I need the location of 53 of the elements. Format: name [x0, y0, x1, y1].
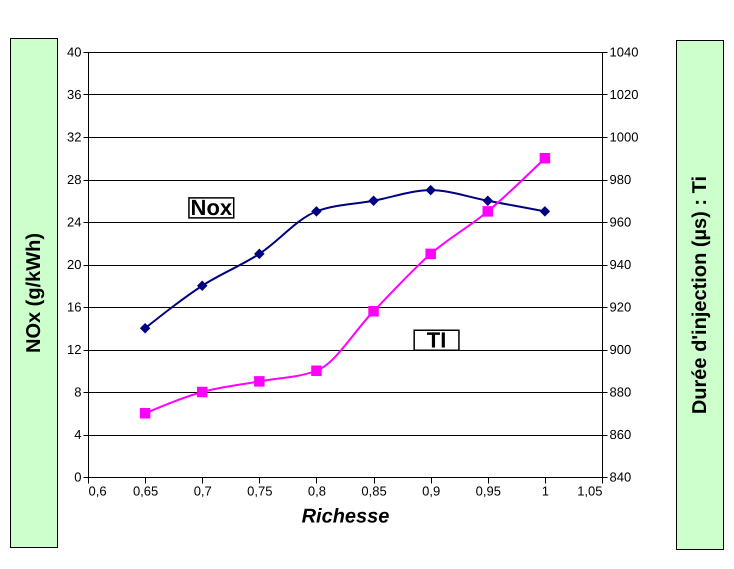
y2-tick-label: 840: [610, 470, 632, 484]
point: [196, 386, 208, 398]
point: [311, 366, 322, 376]
x-tick-label: 0,7: [194, 484, 212, 498]
point: [425, 248, 436, 260]
y2-tick-label: 1040: [610, 44, 638, 60]
y2-tick-label: 1020: [610, 87, 638, 102]
y-tick-label: 32: [67, 130, 82, 144]
point: [254, 248, 265, 260]
y-tick-label: 28: [67, 172, 82, 187]
x-tick-label: 0,85: [361, 484, 387, 498]
x-tick-label: 0,65: [132, 484, 158, 498]
y-tick-label: 12: [67, 342, 82, 357]
y2-tick-label: 960: [610, 214, 632, 230]
y2-tick-label: 980: [610, 172, 632, 187]
point: [196, 280, 208, 291]
y-tick-label: 24: [67, 214, 82, 230]
x-tick-label: 0,9: [422, 484, 440, 498]
point: [140, 408, 150, 418]
point: [540, 153, 550, 164]
y2-tick-label: 860: [610, 427, 632, 442]
y2-tick-label: 940: [610, 257, 632, 272]
y-tick-label: 20: [67, 257, 82, 272]
y-tick-label: 16: [67, 300, 82, 314]
point: [140, 323, 150, 334]
point: [311, 206, 322, 217]
y-tick-label: 4: [74, 427, 82, 442]
point: [254, 376, 265, 387]
x-tick-label: 0,8: [308, 484, 326, 498]
y-tick-label: 40: [67, 44, 82, 60]
x-tick-label: 0,6: [88, 484, 107, 498]
y-tick-label: 8: [74, 384, 82, 400]
x-tick-label: 1,05: [577, 484, 602, 498]
y-tick-label: 0: [74, 470, 82, 484]
x-tick-label: 0,75: [247, 484, 272, 498]
y2-axis-title: Durée d'injection (µs) : Ti: [688, 176, 712, 414]
x-tick-label: 1: [542, 484, 550, 498]
point: [368, 306, 379, 316]
y-tick-label: 36: [67, 87, 82, 102]
point: [482, 206, 494, 217]
y-axis-title: NOx (g/kWh): [22, 233, 46, 353]
point: [425, 184, 436, 196]
text: TI: [426, 327, 446, 352]
point: [368, 196, 379, 206]
series-label: Nox: [190, 194, 233, 220]
x-axis-title: Richesse: [302, 506, 390, 528]
y2-tick-label: 880: [610, 384, 632, 400]
y2-tick-label: 1000: [610, 130, 638, 144]
x-tick-label: 0,95: [476, 484, 501, 498]
y2-tick-label: 920: [610, 300, 632, 314]
y2-tick-label: 900: [610, 342, 632, 357]
point: [540, 206, 550, 217]
point: [482, 196, 494, 206]
